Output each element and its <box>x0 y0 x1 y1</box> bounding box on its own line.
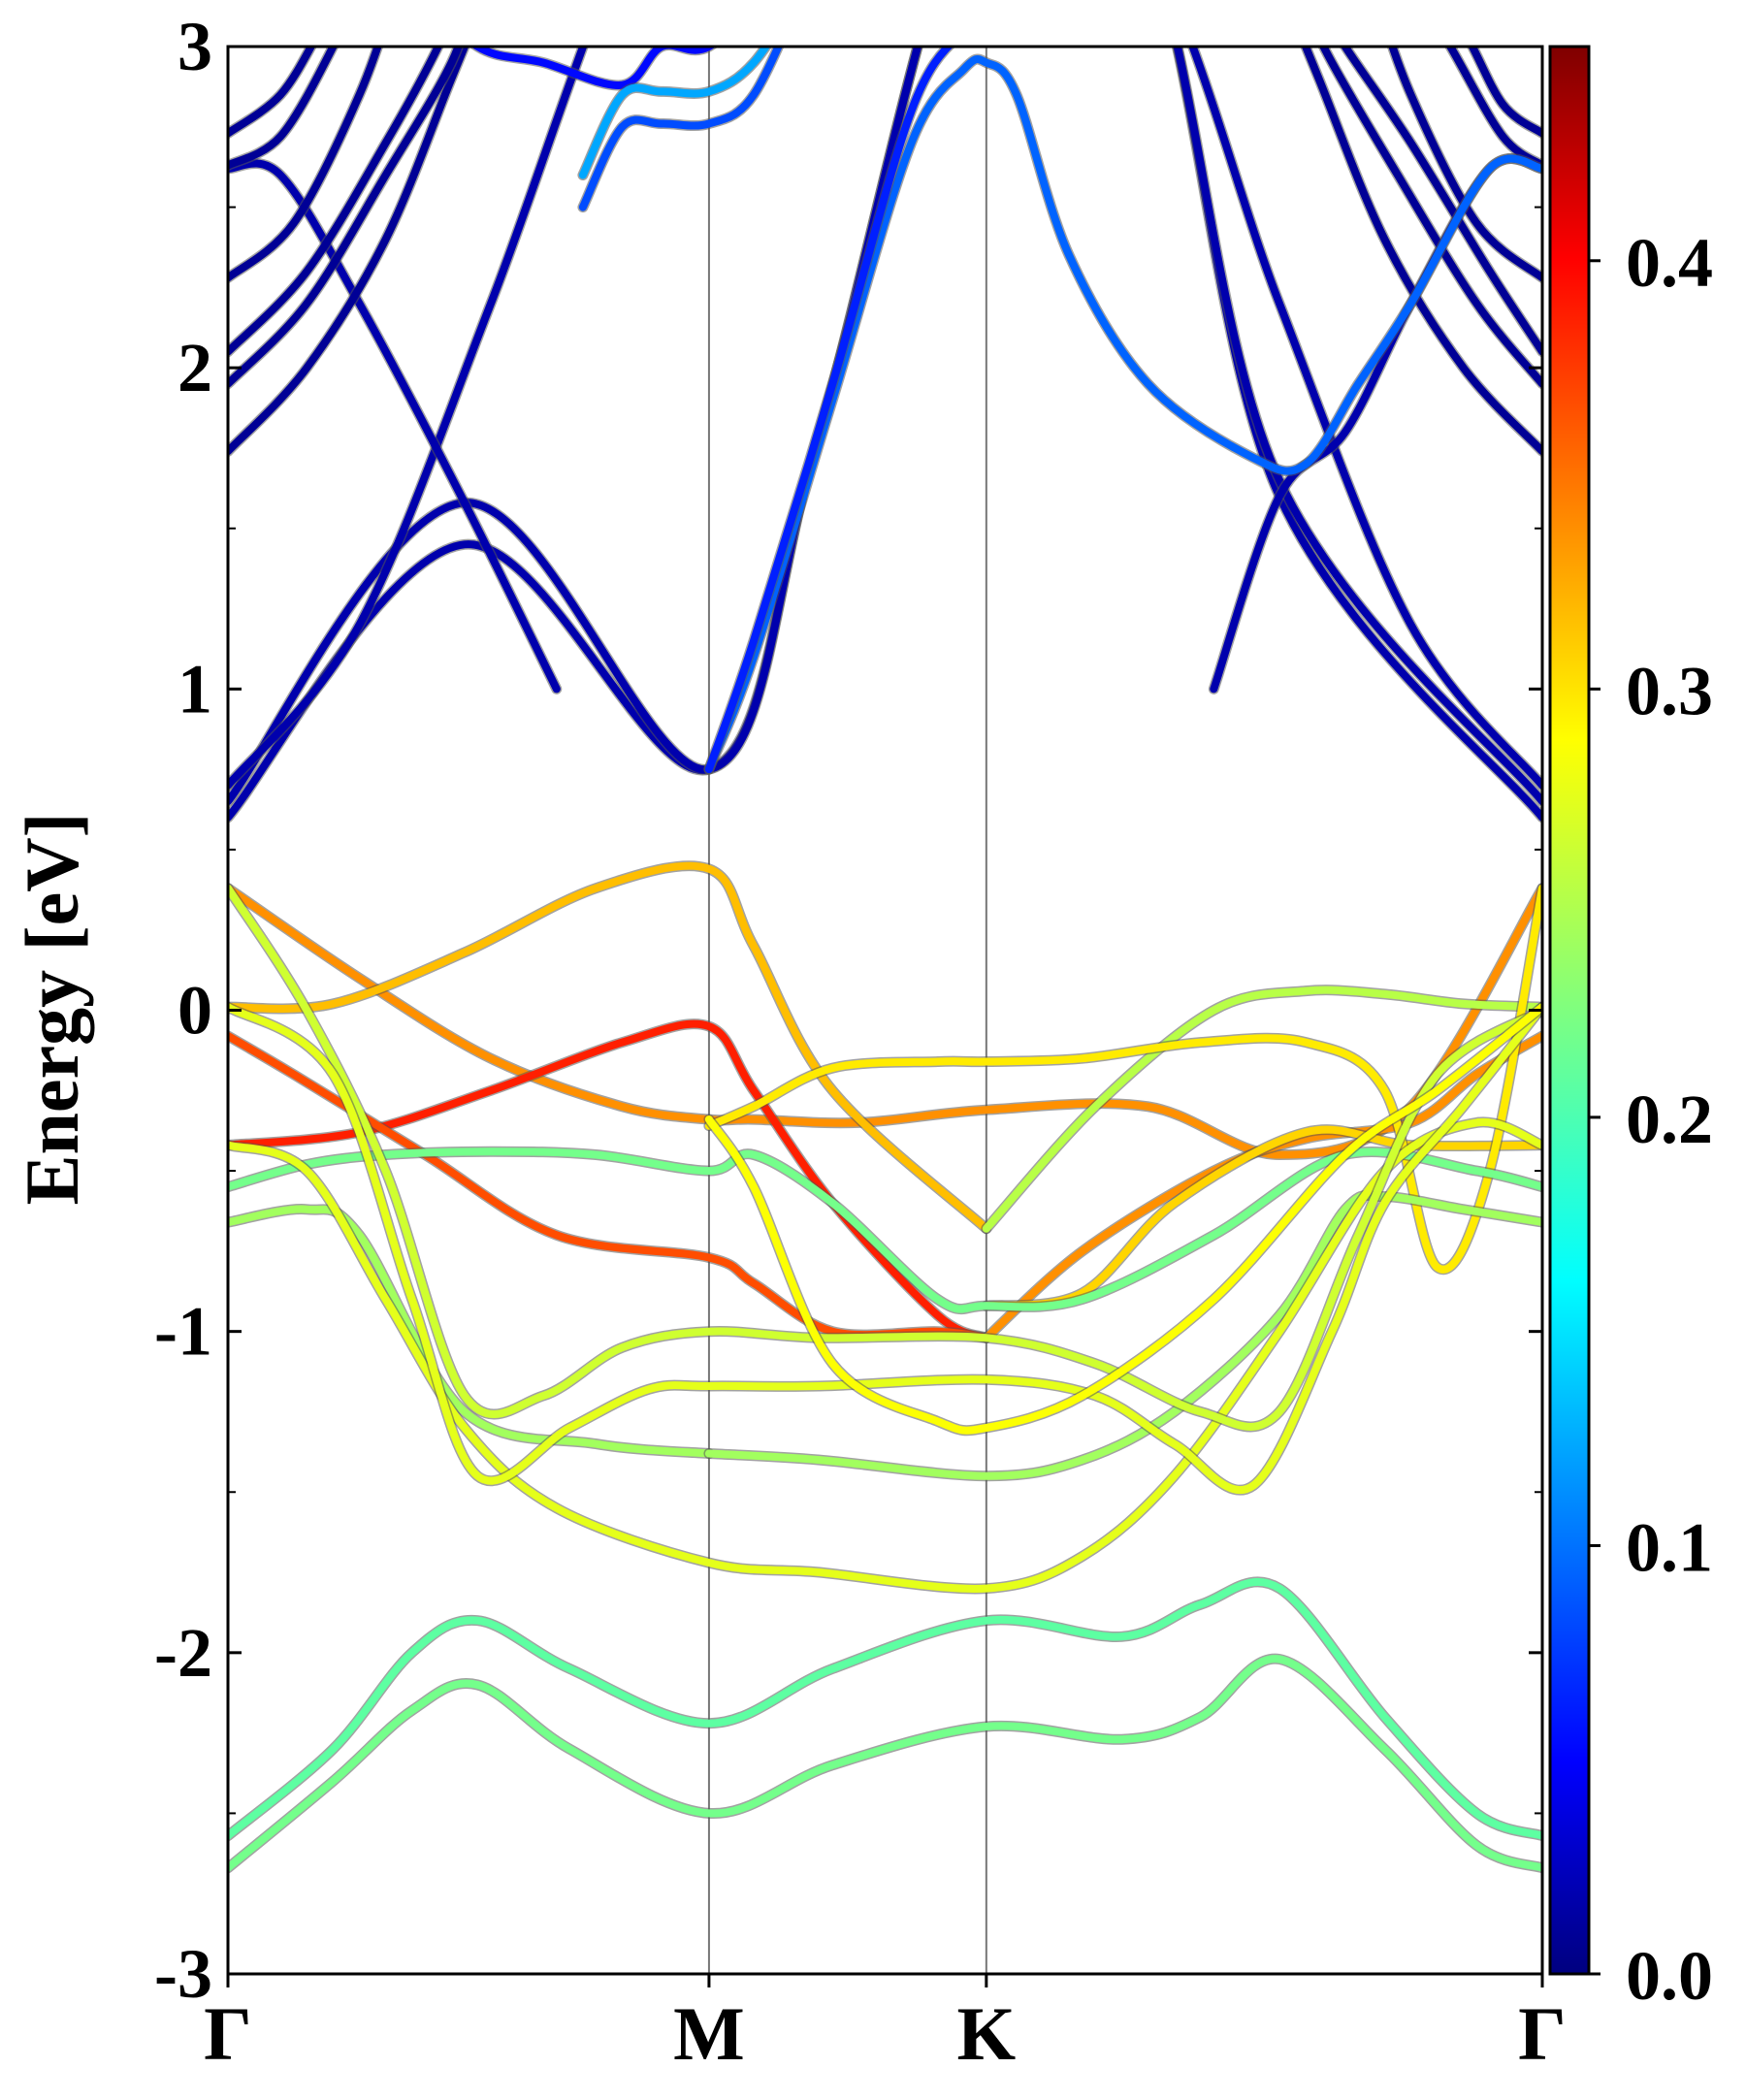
band-outline <box>468 47 720 91</box>
colorbar-tick-label: 0.4 <box>1626 224 1713 302</box>
band-line <box>1301 47 1542 456</box>
y-tick-label: -2 <box>154 1614 212 1692</box>
kpoint-divider-lines <box>707 47 987 1974</box>
band-line <box>228 159 561 694</box>
colorbar-tick-label: 0.0 <box>1626 1937 1713 2015</box>
energy-bands <box>228 47 1542 1874</box>
band-outline <box>228 47 444 358</box>
y-tick-label: 0 <box>178 972 212 1050</box>
band-outline <box>1300 47 1542 457</box>
band-outline <box>703 53 1542 775</box>
colorbar-tick-label: 0.1 <box>1626 1508 1713 1586</box>
y-tick-label: -1 <box>154 1293 212 1371</box>
band-line <box>704 884 1542 1274</box>
kpoint-label: Γ <box>1518 1991 1567 2076</box>
band-line <box>1341 47 1542 356</box>
band-line <box>228 1655 1542 1872</box>
band-line <box>228 1147 1542 1313</box>
band-line <box>228 47 463 388</box>
colorbar-tick-label: 0.3 <box>1626 652 1713 729</box>
band-line <box>1468 47 1542 138</box>
band-line <box>228 47 1542 806</box>
band-line <box>228 47 1542 790</box>
plot-frame <box>226 45 1544 1976</box>
band-line <box>228 47 338 170</box>
band-line <box>228 884 1542 1431</box>
band-line <box>1388 47 1542 282</box>
band-line <box>228 1577 1542 1840</box>
band-outline <box>228 47 384 283</box>
band-line <box>470 47 717 89</box>
band-line <box>704 1003 1542 1435</box>
band-line <box>578 47 783 211</box>
band-line <box>228 1003 1542 1495</box>
kpoint-label: Γ <box>204 1991 252 2076</box>
colorbar-ticks: 0.0 0.1 0.2 0.3 0.4 <box>1589 224 1713 2015</box>
band-line <box>228 1019 990 1342</box>
band-line <box>228 861 990 1233</box>
band-line <box>228 1117 1542 1593</box>
band-line <box>704 55 1542 774</box>
band-line <box>228 47 382 282</box>
band-outline <box>1386 47 1542 283</box>
band-line <box>1318 47 1542 388</box>
band-line <box>982 985 1542 1233</box>
band-outline <box>228 1653 1542 1874</box>
colorbar <box>1548 45 1591 1976</box>
y-axis: -3 -2 -1 0 1 2 3 <box>154 8 1542 2013</box>
kpoint-label: K <box>956 1991 1016 2076</box>
band-line <box>704 47 954 774</box>
y-axis-label: Energy [eV] <box>10 812 94 1205</box>
band-line <box>1445 47 1542 170</box>
kpoint-label: M <box>673 1991 745 2076</box>
y-tick-label: 1 <box>178 650 212 727</box>
colorbar-tick-label: 0.2 <box>1626 1081 1713 1158</box>
band-outline <box>981 1030 1542 1343</box>
band-line <box>578 47 771 179</box>
band-line <box>704 1191 1542 1480</box>
band-line <box>982 1032 1542 1342</box>
y-tick-label: 3 <box>178 8 212 85</box>
y-tick-label: -3 <box>154 1935 212 2013</box>
y-tick-label: 2 <box>178 329 212 406</box>
band-line <box>228 47 316 138</box>
band-line <box>228 47 469 456</box>
band-line <box>228 47 443 356</box>
